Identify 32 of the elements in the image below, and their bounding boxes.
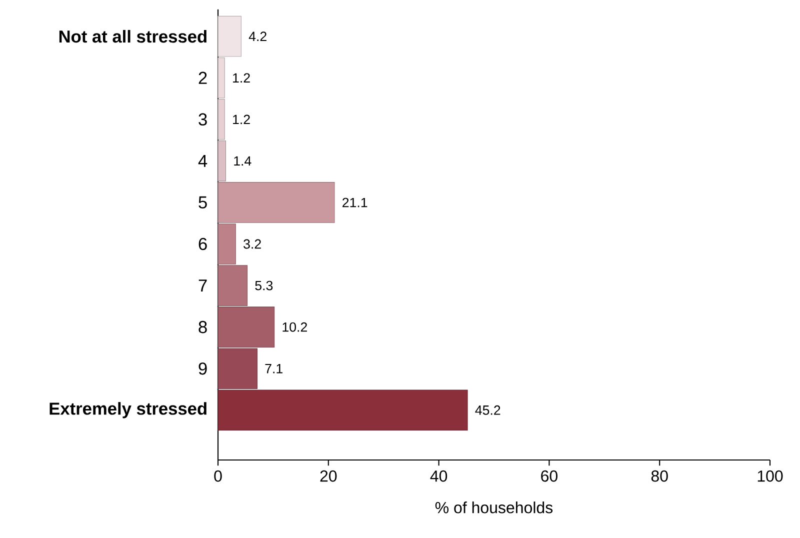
- y-tick-label: Extremely stressed: [50, 402, 206, 418]
- x-tick-label: 0: [214, 470, 222, 482]
- x-tick-label: 80: [651, 470, 668, 482]
- data-label: 45.2: [475, 405, 500, 415]
- bar: [218, 140, 226, 182]
- bar: [218, 182, 335, 223]
- bar: [218, 348, 258, 390]
- data-label: 1.2: [233, 114, 250, 124]
- data-label: 1.2: [233, 73, 250, 83]
- data-label: 4.2: [248, 32, 266, 41]
- y-tick-label: 2: [198, 72, 207, 84]
- bar: [218, 390, 468, 431]
- y-tick-label: Not at all stressed: [59, 30, 206, 43]
- x-tick-label: 20: [320, 470, 337, 482]
- data-label: 21.1: [342, 198, 368, 208]
- data-label: 7.1: [265, 364, 282, 374]
- y-tick-label: 8: [198, 320, 207, 334]
- y-tick-label: 4: [198, 154, 208, 167]
- x-tick-label: 40: [430, 470, 448, 482]
- data-label: 5.3: [255, 280, 273, 290]
- y-tick-label: 7: [198, 280, 207, 292]
- y-tick-label: 9: [198, 362, 207, 375]
- bar: [218, 306, 275, 348]
- data-label: 10.2: [282, 322, 307, 332]
- y-tick-label: 5: [198, 196, 207, 209]
- x-tick-label: 100: [758, 470, 783, 482]
- x-axis-title: % of households: [435, 502, 553, 514]
- y-tick-label: 6: [198, 238, 207, 250]
- data-label: 1.4: [234, 156, 252, 166]
- y-tick-label: 3: [198, 113, 207, 126]
- x-tick-label: 60: [541, 470, 558, 482]
- data-label: 3.2: [244, 239, 261, 249]
